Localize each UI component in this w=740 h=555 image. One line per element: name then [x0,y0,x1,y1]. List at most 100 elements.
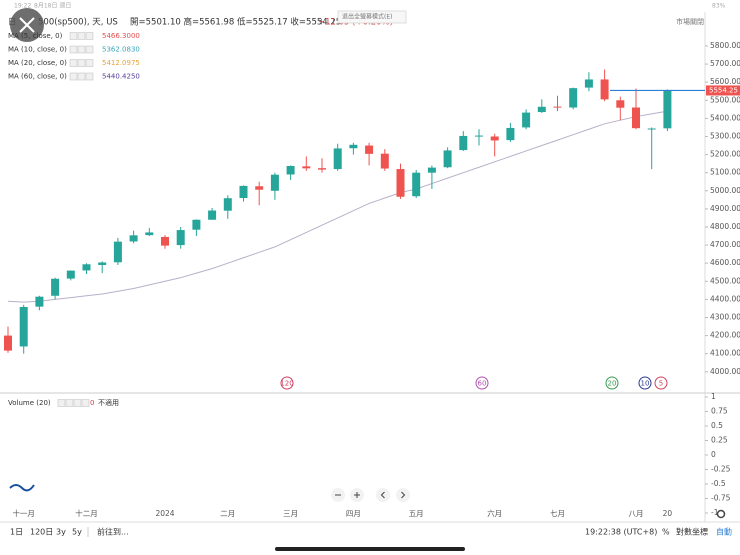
candle-body [584,79,593,88]
candle-body [4,335,12,351]
x-tick-label: 五月 [409,509,424,518]
candle-body [19,306,28,347]
candle-body [255,186,264,190]
clock: 19:22:38 (UTC+8) [585,528,657,537]
header-symbol: 500(sp500), 天, US [38,18,118,28]
volume-label: Volume (20) [8,399,51,407]
indicator-button[interactable] [77,32,86,40]
y-tick-label: 5200.00 [710,150,740,159]
candle-body [270,174,279,191]
candle-body [239,185,248,199]
range-button[interactable]: 1日 [10,528,23,537]
range-button[interactable]: 3y [56,528,66,537]
candle-body [286,165,295,175]
candle-body [506,127,515,141]
candle-body [98,262,107,265]
auto-button[interactable]: 自動 [716,527,732,537]
nav-icon [354,492,360,498]
indicator-button[interactable] [85,32,94,40]
volume-tick-label: -0.25 [711,465,731,474]
status-time: 19:22 [14,3,31,10]
candle-body [82,264,91,271]
indicator-button[interactable] [85,59,94,67]
candle-body [443,150,452,168]
marker-label: 20 [608,380,617,388]
y-tick-label: 5700.00 [710,59,740,68]
volume-tick-label: 0.75 [711,407,728,416]
y-tick-label: 5800.00 [710,41,740,50]
candle-body [663,90,672,129]
header-ohlc: 開=5501.10 高=5561.98 低=5525.17 收=5554.25 [130,17,341,28]
close-icon [19,17,35,33]
x-tick-label: 十二月 [75,508,98,518]
indicator-button[interactable] [69,59,78,67]
candle-body [647,128,656,130]
indicator-value: 5412.0975 [102,59,140,67]
volume-value: 0 [90,399,94,407]
candle-body [145,232,154,236]
y-tick-label: 4400.00 [710,294,740,303]
candle-body [35,296,44,307]
x-tick-label: 十一月 [12,508,35,518]
range-button[interactable]: 120日 [30,528,53,537]
indicator-button[interactable] [77,72,86,81]
indicator-button[interactable] [69,32,78,40]
x-tick-label: 三月 [283,509,298,518]
y-tick-label: 4200.00 [710,331,740,340]
status-date: 8月18日 週日 [34,2,71,10]
volume-tick-label: 0 [711,450,716,459]
indicator-button[interactable] [77,59,86,67]
indicator-label: MA (60, close, 0) [8,73,67,81]
candle-body [365,145,374,154]
marker [475,376,489,390]
log-button[interactable]: 對數坐標 [676,527,708,537]
x-tick-label: 二月 [220,509,235,518]
price-badge [706,85,740,96]
y-tick-label: 5100.00 [710,168,740,177]
indicator-button[interactable] [69,45,78,54]
nav-button[interactable] [396,488,410,502]
logo-mark [9,484,35,492]
candle-body [427,167,436,173]
home-indicator [275,547,465,551]
candle-body [396,169,405,197]
volume-button[interactable] [81,399,90,407]
x-tick-label: 六月 [487,508,502,518]
volume-note: 不適用 [98,398,119,407]
y-tick-label: 5600.00 [710,77,740,86]
tooltip-box [337,10,407,24]
indicator-value: 5440.4250 [102,73,140,81]
x-tick-label: 四月 [346,509,361,518]
candle-body [490,136,499,141]
tooltip: 退出全螢幕模式(E) [342,13,392,21]
candle-body [537,106,546,113]
nav-button[interactable] [376,488,390,502]
volume-tick-label: 1 [711,392,716,401]
volume-button[interactable] [73,399,82,407]
indicator-button[interactable] [85,72,94,81]
y-tick-label: 4100.00 [710,349,740,358]
candle-body [380,153,389,169]
range-button[interactable]: 5y [72,528,82,537]
market-status: 市場關閉 [676,17,704,26]
candle-body [522,112,531,128]
candle-body [349,144,358,149]
indicator-button[interactable] [77,45,86,54]
marker [605,376,619,390]
candle-body [475,135,483,137]
volume-button[interactable] [57,399,66,407]
marker-label: 5 [659,380,663,388]
indicator-button[interactable] [69,72,78,81]
settings-button[interactable] [716,509,726,519]
goto-button[interactable]: 前往到... [97,527,129,537]
y-tick-label: 4900.00 [710,204,740,213]
candle-body [553,106,562,108]
y-tick-label: 4600.00 [710,258,740,267]
volume-button[interactable] [65,399,74,407]
volume-tick-label: -1 [711,508,719,517]
candle-body [459,135,468,151]
percent-button[interactable]: % [662,528,670,537]
indicator-button[interactable] [85,45,94,54]
